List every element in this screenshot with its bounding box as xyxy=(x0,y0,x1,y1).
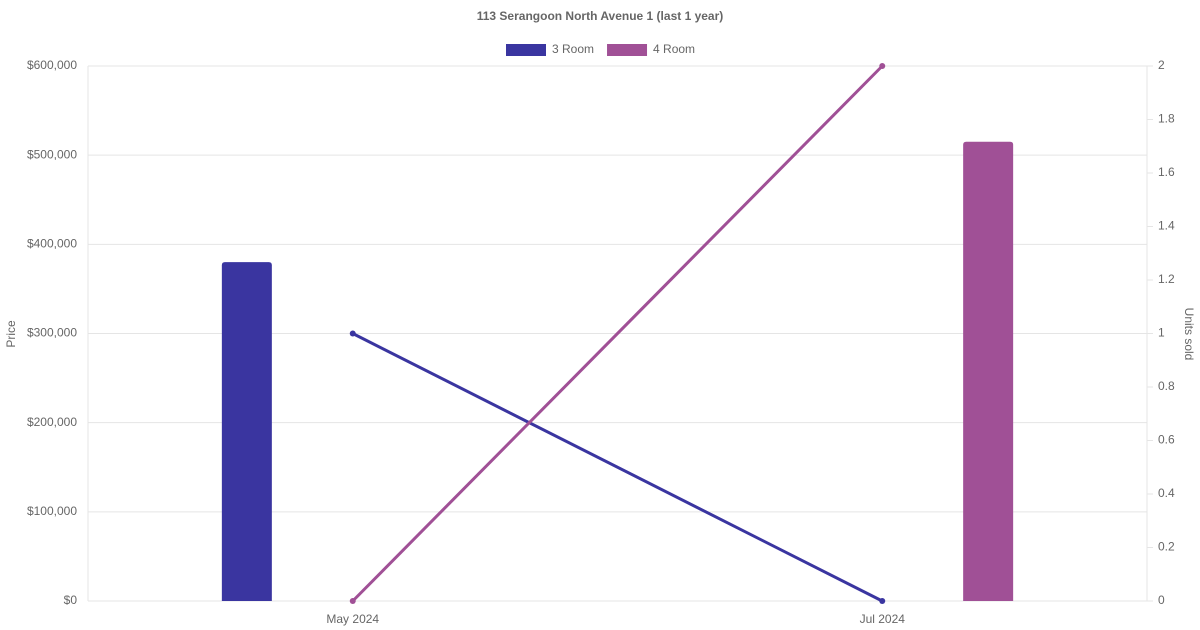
y-tick-label: $600,000 xyxy=(27,58,77,72)
y-tick-label: $200,000 xyxy=(27,415,77,429)
y-tick-label: $300,000 xyxy=(27,326,77,340)
y2-tick-label: 0.8 xyxy=(1158,379,1175,393)
y-tick-label: $0 xyxy=(64,593,78,607)
point xyxy=(879,598,886,604)
line xyxy=(352,332,883,603)
y-tick-label: $400,000 xyxy=(27,237,77,251)
y-tick-label: $500,000 xyxy=(27,147,77,161)
x-tick-label: May 2024 xyxy=(326,612,379,626)
x-tick-label: Jul 2024 xyxy=(860,612,906,626)
y2-tick-label: 0.6 xyxy=(1158,433,1175,447)
y2-tick-label: 1.6 xyxy=(1158,165,1175,179)
y-axis-label: Price xyxy=(4,320,18,348)
legend-swatch xyxy=(506,44,546,56)
legend-swatch xyxy=(607,44,648,56)
y2-tick-label: 1.2 xyxy=(1158,272,1175,286)
y2-axis-label: Units sold xyxy=(1182,308,1196,361)
legend-label: 4 Room xyxy=(653,42,695,56)
y2-tick-label: 1.4 xyxy=(1158,219,1175,233)
y2-tick-label: 0.2 xyxy=(1158,540,1175,554)
point xyxy=(349,330,356,337)
y2-tick-label: 0.4 xyxy=(1158,486,1175,500)
y-tick-label: $100,000 xyxy=(27,504,77,518)
bar xyxy=(221,262,272,601)
legend-label: 3 Room xyxy=(552,42,594,56)
bar xyxy=(963,141,1014,601)
y2-tick-label: 1 xyxy=(1158,326,1165,340)
y2-tick-label: 1.8 xyxy=(1158,112,1175,126)
line xyxy=(351,64,884,603)
y2-tick-label: 2 xyxy=(1158,58,1165,72)
chart-title: 113 Serangoon North Avenue 1 (last 1 yea… xyxy=(477,9,724,23)
y2-tick-label: 0 xyxy=(1158,593,1165,607)
point xyxy=(879,63,886,69)
point xyxy=(349,598,356,604)
